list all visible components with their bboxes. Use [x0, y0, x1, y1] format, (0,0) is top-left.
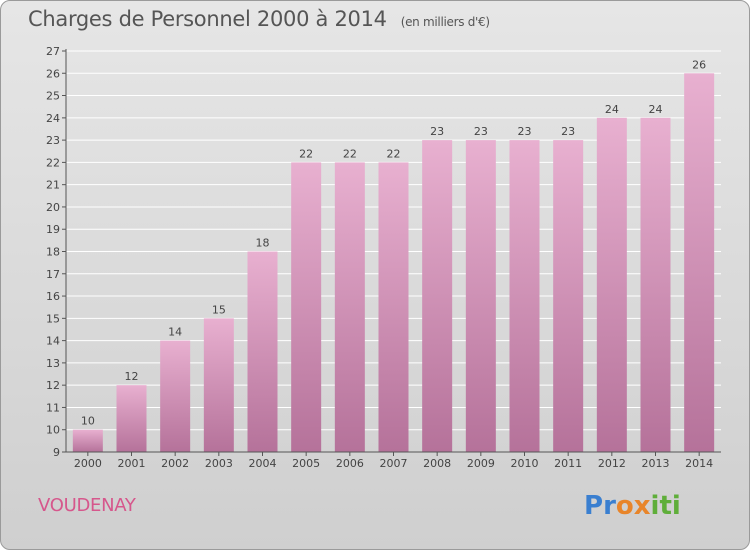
- bar-2010: [509, 140, 540, 452]
- y-tick-label: 26: [46, 67, 60, 80]
- x-tick-label: 2010: [511, 457, 539, 470]
- y-tick-label: 12: [46, 379, 60, 392]
- bar-2001: [116, 385, 147, 452]
- bar-2002: [160, 340, 191, 452]
- logo-letter: r: [603, 491, 616, 521]
- x-tick-label: 2014: [685, 457, 713, 470]
- logo-letter: i: [671, 491, 681, 521]
- bar-value-label: 23: [474, 125, 488, 138]
- y-tick-label: 15: [46, 312, 60, 325]
- x-tick-label: 2006: [336, 457, 364, 470]
- x-tick-label: 2011: [554, 457, 582, 470]
- bar-2004: [247, 251, 278, 452]
- proxiti-logo: Proxiti: [584, 491, 681, 521]
- y-tick-label: 18: [46, 246, 60, 259]
- bar-value-label: 24: [605, 103, 619, 116]
- x-tick-label: 2002: [161, 457, 189, 470]
- x-tick-label: 2000: [74, 457, 102, 470]
- bar-value-label: 22: [387, 147, 401, 160]
- x-tick-label: 2009: [467, 457, 495, 470]
- chart-subtitle: (en milliers d'€): [400, 15, 490, 29]
- x-tick-label: 2012: [598, 457, 626, 470]
- bar-value-label: 22: [299, 147, 313, 160]
- y-tick-label: 25: [46, 90, 60, 103]
- x-tick-label: 2001: [118, 457, 146, 470]
- bar-value-label: 22: [343, 147, 357, 160]
- y-tick-label: 10: [46, 424, 60, 437]
- x-tick-label: 2003: [205, 457, 233, 470]
- bar-2006: [334, 162, 365, 452]
- y-tick-label: 20: [46, 201, 60, 214]
- bar-2007: [378, 162, 409, 452]
- y-tick-label: 24: [46, 112, 60, 125]
- y-tick-label: 17: [46, 268, 60, 281]
- x-tick-label: 2004: [249, 457, 277, 470]
- bar-2009: [465, 140, 496, 452]
- bar-2008: [422, 140, 453, 452]
- y-tick-label: 23: [46, 134, 60, 147]
- y-tick-label: 16: [46, 290, 60, 303]
- y-tick-label: 22: [46, 156, 60, 169]
- y-tick-label: 27: [46, 45, 60, 58]
- bar-2005: [291, 162, 322, 452]
- bar-2013: [640, 117, 671, 452]
- bar-value-label: 23: [561, 125, 575, 138]
- x-tick-label: 2007: [380, 457, 408, 470]
- logo-letter: x: [633, 491, 651, 521]
- y-tick-label: 13: [46, 357, 60, 370]
- title-text: Charges de Personnel 2000 à 2014: [28, 7, 387, 31]
- logo-letter: i: [650, 491, 660, 521]
- bar-2014: [684, 73, 715, 453]
- logo-letter: o: [615, 491, 634, 521]
- y-tick-label: 11: [46, 401, 60, 414]
- y-tick-label: 9: [53, 446, 60, 459]
- bar-2012: [596, 117, 627, 452]
- bar-2003: [203, 318, 234, 452]
- bar-2000: [72, 429, 103, 452]
- x-tick-label: 2013: [642, 457, 670, 470]
- commune-name: VOUDENAY: [38, 495, 136, 516]
- chart-title: Charges de Personnel 2000 à 2014 (en mill…: [28, 7, 490, 31]
- x-tick-label: 2005: [292, 457, 320, 470]
- bars-layer: 10 12 14 15 18 22 22 22 23 23 23 23 24 24 26: [72, 58, 715, 453]
- bar-2011: [553, 140, 584, 452]
- y-tick-label: 21: [46, 179, 60, 192]
- bar-value-label: 15: [212, 303, 226, 316]
- bar-value-label: 23: [518, 125, 532, 138]
- x-tick-label: 2008: [423, 457, 451, 470]
- bar-value-label: 14: [168, 326, 182, 339]
- bar-value-label: 23: [430, 125, 444, 138]
- bar-value-label: 26: [692, 58, 706, 71]
- y-tick-label: 14: [46, 335, 60, 348]
- bar-value-label: 10: [81, 415, 95, 428]
- logo-letter: t: [659, 491, 672, 521]
- bar-value-label: 12: [125, 370, 139, 383]
- logo-letter: P: [584, 491, 604, 521]
- bar-value-label: 24: [649, 103, 663, 116]
- bar-value-label: 18: [256, 237, 270, 250]
- axis-layer: 9 10 11 12 13 14 15 16 17 18 19 20 21 22 23 24 25 26 27 200…: [46, 45, 721, 470]
- y-tick-label: 19: [46, 223, 60, 236]
